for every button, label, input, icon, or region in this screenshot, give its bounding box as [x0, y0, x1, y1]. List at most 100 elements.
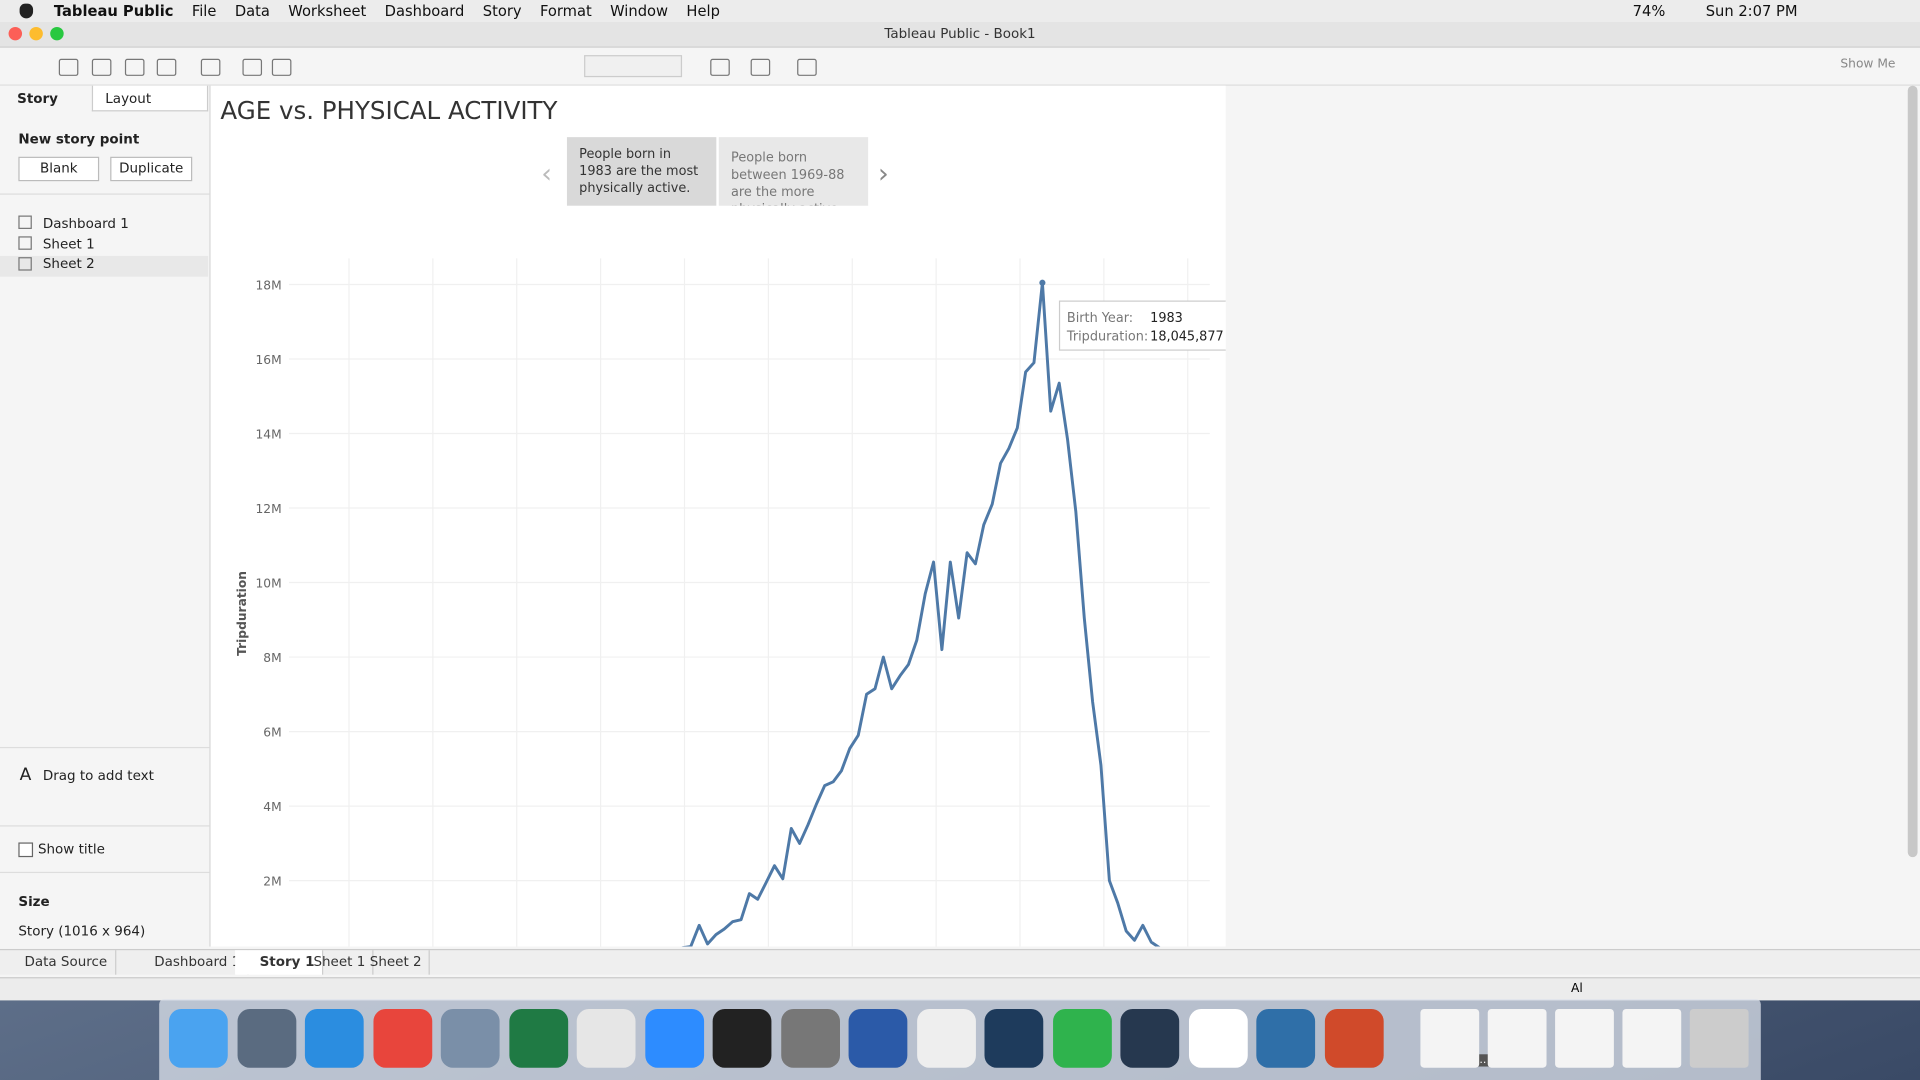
dock-icon[interactable]: [372, 1008, 432, 1068]
dock-icon[interactable]: [984, 1008, 1044, 1068]
story-point[interactable]: People born between 1969-88 are the more…: [718, 137, 869, 206]
menu-item[interactable]: Window: [610, 2, 669, 20]
y-tick-label: 12M: [256, 502, 282, 516]
blank-button[interactable]: Blank: [18, 156, 100, 182]
tooltip-value: 18,045,877: [1150, 329, 1224, 344]
close-button[interactable]: [8, 26, 23, 41]
story-canvas: AGE vs. PHYSICAL ACTIVITY ‹ People born …: [210, 85, 1226, 947]
y-tick-label: 18M: [256, 278, 282, 292]
dock-icon[interactable]: [1487, 1008, 1547, 1068]
dock-icon[interactable]: [1188, 1008, 1248, 1068]
prev-arrow[interactable]: ‹: [541, 159, 553, 190]
line: [681, 281, 1161, 947]
menu-item[interactable]: Data: [234, 2, 270, 20]
scrollbar[interactable]: [1907, 85, 1918, 858]
dock-icon[interactable]: [1689, 1008, 1749, 1068]
menu-item[interactable]: Format: [539, 2, 592, 20]
sheet-tab[interactable]: Story 1: [235, 950, 324, 975]
menu-item[interactable]: File: [191, 2, 217, 20]
duplicate-button[interactable]: Duplicate: [110, 156, 193, 182]
show-me[interactable]: Show Me: [1840, 57, 1896, 72]
y-tick-label: 4M: [263, 800, 281, 814]
minimize-button[interactable]: [29, 26, 43, 41]
dock-icon[interactable]: [712, 1008, 772, 1068]
title-bar: Tableau Public - Book1: [0, 22, 1920, 48]
y-tick-label: 10M: [256, 576, 282, 590]
layout-tab[interactable]: Layout: [91, 85, 209, 112]
dock-icon[interactable]: [236, 1008, 296, 1068]
sheet-item[interactable]: Dashboard 1: [42, 215, 129, 232]
dock-icon[interactable]: [576, 1008, 636, 1068]
menu-item[interactable]: Help: [686, 2, 720, 20]
window-title: Tableau Public - Book1: [884, 25, 1036, 42]
forward-button[interactable]: [91, 58, 112, 76]
sheet-tab[interactable]: Sheet 1: [309, 950, 374, 975]
clear-button[interactable]: [271, 58, 292, 76]
back-button[interactable]: [58, 58, 79, 76]
tooltip-label: Birth Year:: [1067, 311, 1133, 326]
dock-icon[interactable]: [1120, 1008, 1180, 1068]
dock-icon[interactable]: [168, 1008, 228, 1068]
text-icon: A: [19, 765, 32, 785]
new-story-point: New story point: [18, 131, 140, 147]
drag-text[interactable]: Drag to add text: [42, 767, 154, 784]
dock-icon[interactable]: [1555, 1008, 1614, 1068]
dock: python ...: [159, 999, 1761, 1080]
share-button[interactable]: [797, 58, 817, 76]
dock-icon[interactable]: [848, 1008, 908, 1068]
menu-items: File Data Worksheet Dashboard Story Format Win…: [192, 2, 720, 19]
highlight-point: [1039, 279, 1046, 286]
menu-bar: Tableau Public File Data Worksheet Dashboar…: [0, 0, 1920, 23]
apple-logo[interactable]: [19, 3, 34, 19]
new-sheet-button[interactable]: [200, 58, 221, 76]
presentation-button[interactable]: [750, 58, 771, 76]
dock-icon[interactable]: [440, 1008, 500, 1068]
dock-icon[interactable]: [1052, 1008, 1112, 1068]
app-window: Tableau Public - Book1 Show Me Story Lay…: [0, 22, 1920, 1001]
next-arrow[interactable]: ›: [877, 159, 889, 190]
status-bar: Al: [0, 977, 1920, 1001]
sheet-tab[interactable]: Data Source: [0, 950, 116, 975]
dock-icon[interactable]: [1256, 1008, 1316, 1068]
y-tick-label: 8M: [263, 651, 281, 665]
sheet-tab[interactable]: Dashboard 1: [130, 950, 249, 975]
sheet-tab[interactable]: Sheet 2: [365, 950, 431, 975]
menu-item[interactable]: Story: [482, 2, 522, 20]
y-axis-title: Tripduration: [235, 571, 249, 656]
user[interactable]: Al: [1571, 982, 1583, 996]
sheet-item[interactable]: Sheet 2: [42, 255, 95, 272]
new-data-button[interactable]: [156, 58, 177, 76]
zoom-button[interactable]: [50, 26, 64, 41]
y-tick-label: 6M: [263, 725, 281, 739]
sheet-item[interactable]: Sheet 1: [42, 236, 95, 253]
dock-icon[interactable]: [1324, 1008, 1384, 1068]
dock-icon[interactable]: [780, 1008, 840, 1068]
dock-icon[interactable]: [1622, 1008, 1682, 1068]
battery: 74%: [1632, 2, 1666, 20]
menu-item[interactable]: Worksheet: [288, 2, 367, 20]
y-tick-label: 16M: [256, 353, 282, 367]
size-dropdown[interactable]: Story (1016 x 964): [18, 923, 146, 940]
chart: 0M2M4M6M8M10M12M14M16M18MTripdurationBir…: [235, 258, 1226, 947]
toolbar: Show Me: [0, 47, 1920, 86]
tooltip: [1058, 300, 1226, 351]
story-point[interactable]: People born in 1983 are the most physica…: [566, 137, 717, 206]
duplicate-button[interactable]: [242, 58, 263, 76]
menu-item[interactable]: Dashboard: [384, 2, 465, 20]
story-tab[interactable]: Story: [0, 86, 92, 113]
show-cards-button[interactable]: [710, 58, 730, 76]
story-title: AGE vs. PHYSICAL ACTIVITY: [220, 95, 558, 125]
sheet-tabs: Data Source Dashboard 1 Story 1 Sheet 1 Shee…: [0, 948, 1920, 975]
dock-icon[interactable]: [508, 1008, 568, 1068]
dock-icon[interactable]: [916, 1008, 976, 1068]
dock-icon[interactable]: [1420, 1008, 1480, 1068]
tooltip-label: Tripduration:: [1066, 329, 1148, 344]
dock-icon[interactable]: [304, 1008, 364, 1068]
show-title-checkbox[interactable]: [18, 842, 34, 858]
dock-icon[interactable]: [644, 1008, 704, 1068]
app-menu[interactable]: Tableau Public: [53, 2, 174, 20]
y-tick-label: 2M: [263, 875, 281, 889]
fit-dropdown[interactable]: [584, 55, 683, 78]
save-button[interactable]: [124, 58, 145, 76]
